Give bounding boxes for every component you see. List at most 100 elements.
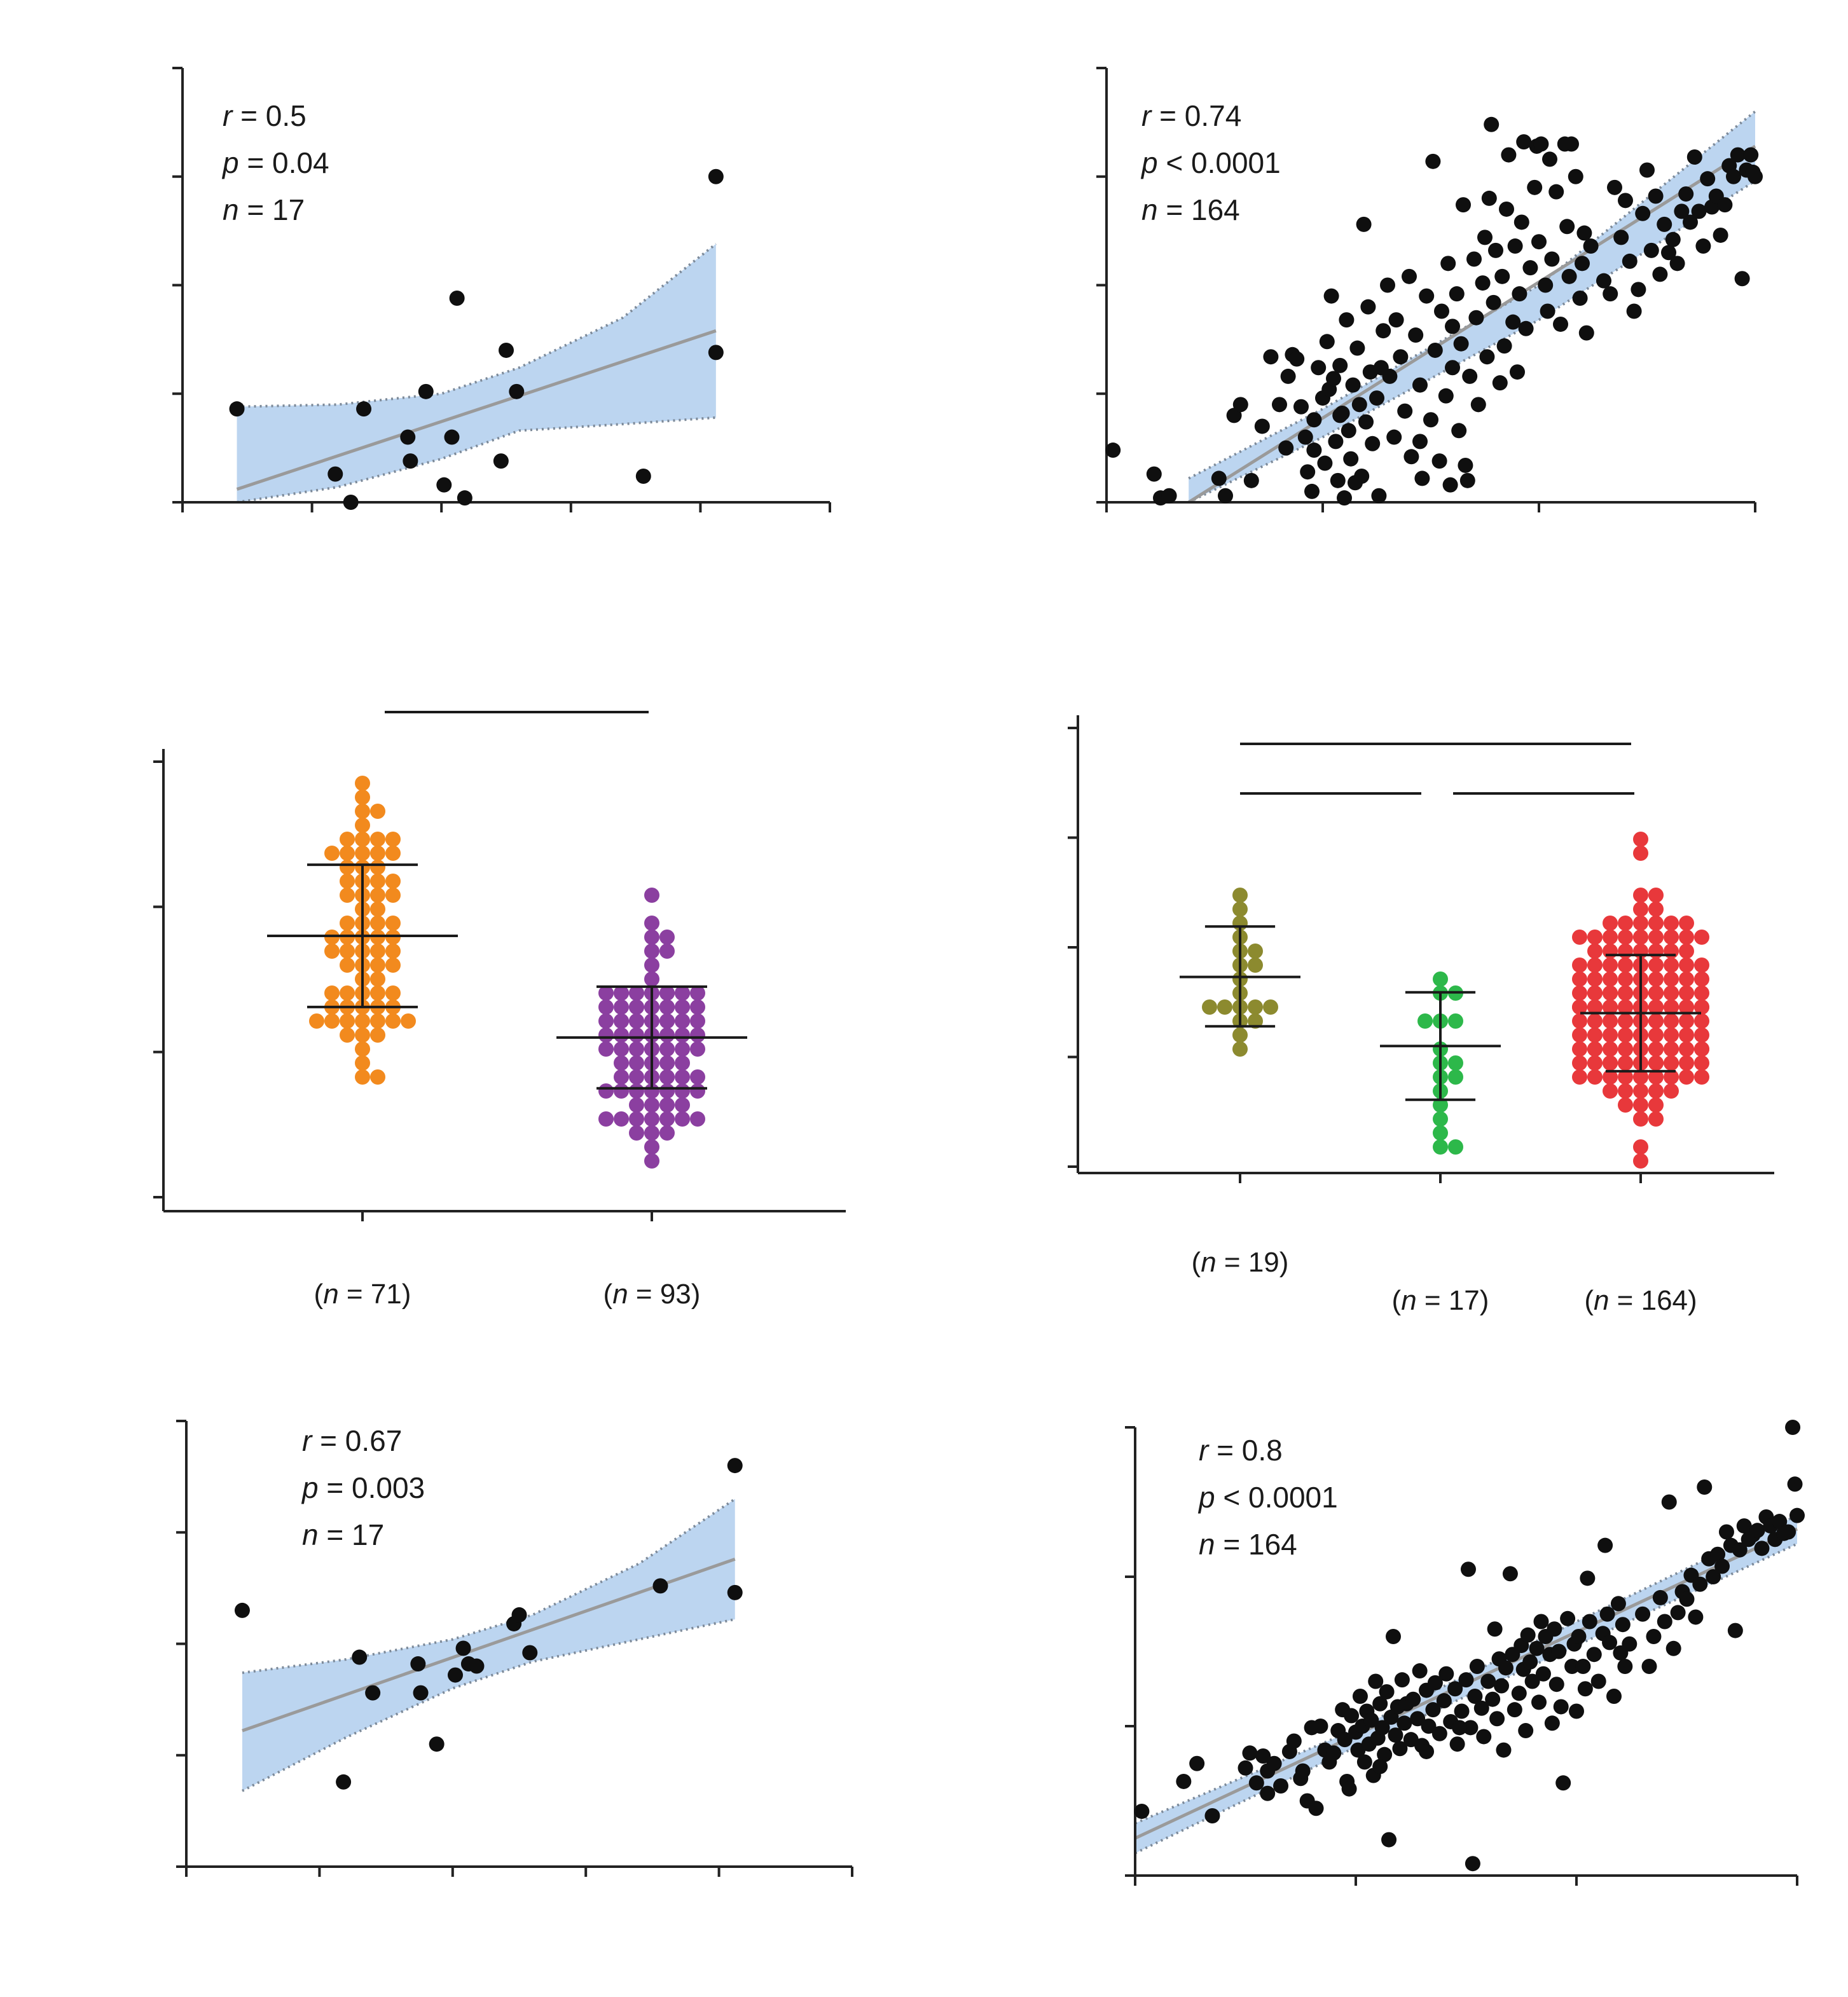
data-point bbox=[370, 957, 385, 973]
data-point bbox=[1749, 1523, 1765, 1539]
data-point bbox=[1580, 1570, 1596, 1586]
data-point bbox=[1679, 985, 1694, 1001]
data-point bbox=[1618, 1069, 1633, 1085]
data-point bbox=[1648, 902, 1664, 917]
group-n-label: (n = 93) bbox=[603, 1279, 701, 1310]
data-point bbox=[708, 168, 724, 184]
data-point bbox=[1603, 971, 1618, 987]
data-point bbox=[1448, 1069, 1463, 1085]
data-point bbox=[1781, 1524, 1796, 1540]
data-point bbox=[675, 1013, 690, 1029]
data-point bbox=[1531, 234, 1547, 250]
data-point bbox=[1679, 916, 1694, 931]
data-point bbox=[675, 1097, 690, 1113]
data-point bbox=[598, 1041, 614, 1057]
data-point bbox=[1727, 1623, 1743, 1638]
data-point bbox=[1679, 999, 1694, 1015]
data-point bbox=[1386, 429, 1402, 445]
data-point bbox=[1688, 1609, 1704, 1625]
data-point bbox=[1263, 999, 1278, 1015]
data-point bbox=[1487, 1621, 1503, 1637]
data-point bbox=[1618, 930, 1633, 945]
data-point bbox=[1633, 1097, 1648, 1113]
data-point bbox=[1641, 1659, 1657, 1674]
data-point bbox=[1453, 336, 1469, 352]
group-n-label: (n = 17) bbox=[1392, 1285, 1489, 1316]
data-point bbox=[1260, 1785, 1276, 1801]
data-point bbox=[1626, 303, 1642, 319]
data-point bbox=[1679, 1055, 1694, 1071]
data-point bbox=[449, 290, 465, 306]
data-point bbox=[644, 1097, 659, 1113]
data-point bbox=[403, 453, 418, 469]
data-point bbox=[1146, 466, 1162, 482]
data-point bbox=[598, 985, 614, 1001]
data-point bbox=[1603, 1027, 1618, 1043]
data-point bbox=[1311, 360, 1327, 376]
data-point bbox=[1433, 1097, 1448, 1113]
n-stat: n = 164 bbox=[1141, 193, 1240, 226]
data-point bbox=[1447, 1681, 1463, 1697]
data-point bbox=[522, 1645, 538, 1661]
data-point bbox=[365, 1685, 381, 1701]
data-point bbox=[598, 999, 614, 1015]
data-point bbox=[1377, 1747, 1393, 1762]
data-point bbox=[355, 1055, 370, 1071]
data-point bbox=[1248, 957, 1263, 973]
data-point bbox=[1494, 268, 1510, 284]
data-point bbox=[1603, 930, 1618, 945]
panel-b: r = 0.5 p = 0.04 n = 17 bbox=[172, 67, 831, 512]
data-point bbox=[1372, 1759, 1388, 1774]
data-point bbox=[1438, 1666, 1454, 1682]
data-point bbox=[1202, 999, 1217, 1015]
panel-e: (n = 19) (n = 17) (n = 164) bbox=[1068, 715, 1774, 1316]
data-point bbox=[1436, 1693, 1452, 1709]
data-point bbox=[1664, 930, 1679, 945]
data-point bbox=[1670, 1605, 1686, 1621]
data-point bbox=[614, 1111, 629, 1127]
data-point bbox=[598, 1027, 614, 1043]
data-point bbox=[1648, 999, 1664, 1015]
data-point bbox=[1512, 286, 1527, 302]
data-point bbox=[629, 1013, 644, 1029]
data-point bbox=[400, 429, 416, 445]
data-point bbox=[1306, 443, 1322, 458]
data-point bbox=[690, 1013, 705, 1029]
data-point bbox=[1232, 1041, 1248, 1057]
data-point bbox=[324, 846, 340, 861]
data-point bbox=[1610, 1596, 1626, 1612]
band-lower-boundary bbox=[1134, 1542, 1798, 1855]
data-point bbox=[1360, 299, 1376, 315]
data-point bbox=[1597, 1537, 1613, 1553]
data-point bbox=[659, 1055, 675, 1071]
data-point bbox=[324, 944, 340, 959]
data-point bbox=[1372, 1696, 1388, 1712]
data-point bbox=[1679, 957, 1694, 973]
data-point bbox=[659, 1083, 675, 1099]
data-point bbox=[690, 1027, 705, 1043]
data-point bbox=[1706, 1569, 1721, 1584]
data-point bbox=[644, 930, 659, 945]
data-point bbox=[1388, 1727, 1403, 1743]
data-point bbox=[370, 902, 385, 917]
data-point bbox=[1349, 340, 1365, 356]
data-point bbox=[499, 342, 514, 358]
data-point bbox=[1286, 1733, 1302, 1749]
data-point bbox=[455, 1640, 471, 1656]
data-point bbox=[1449, 286, 1465, 302]
data-point bbox=[659, 1111, 675, 1127]
data-point bbox=[1603, 999, 1618, 1015]
data-point bbox=[1643, 242, 1659, 258]
data-point bbox=[1544, 251, 1560, 267]
data-point bbox=[1633, 1111, 1648, 1127]
data-point bbox=[1485, 1691, 1501, 1707]
data-point bbox=[370, 1027, 385, 1043]
data-point bbox=[1694, 1069, 1709, 1085]
data-point bbox=[1572, 1069, 1587, 1085]
data-point bbox=[1648, 985, 1664, 1001]
data-point bbox=[370, 1069, 385, 1085]
data-point bbox=[1586, 1647, 1602, 1663]
data-point bbox=[1381, 1832, 1397, 1848]
data-point bbox=[1419, 1743, 1435, 1759]
